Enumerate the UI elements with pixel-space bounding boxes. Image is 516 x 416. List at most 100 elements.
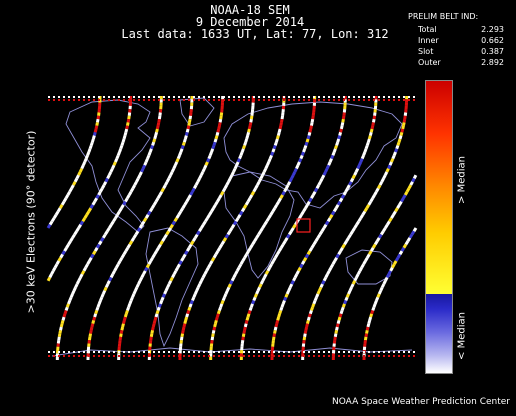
track-segment	[360, 263, 365, 269]
track-segment	[303, 144, 308, 150]
track-segment	[241, 256, 246, 262]
track-segment	[277, 313, 282, 318]
track-segment	[124, 247, 130, 252]
belt-value-slot: 0.387	[481, 47, 504, 56]
track-segment	[230, 223, 236, 229]
track-segment	[320, 227, 326, 233]
track-segment	[291, 171, 297, 176]
track-segment	[79, 220, 85, 226]
track-segment	[248, 306, 253, 312]
track-segment	[238, 154, 243, 160]
track-segment	[126, 194, 131, 200]
track-segment	[95, 306, 100, 312]
track-segment	[160, 187, 165, 193]
track-segment	[295, 270, 300, 275]
track-segment	[126, 118, 131, 123]
track-segment	[369, 197, 374, 203]
track-segment	[379, 286, 384, 292]
track-segment	[73, 230, 78, 236]
track-segment	[249, 303, 254, 308]
track-segment	[344, 296, 349, 302]
track-segment	[310, 243, 316, 249]
track-segment	[264, 164, 269, 170]
belt-value-outer: 2.892	[481, 58, 504, 67]
track-segment	[315, 184, 321, 190]
track-segment	[186, 310, 191, 315]
track-segment	[394, 256, 400, 262]
track-segment	[255, 290, 260, 295]
track-segment	[253, 293, 258, 298]
track-segment	[46, 276, 52, 282]
track-segment	[72, 181, 77, 186]
track-segment	[245, 135, 250, 140]
track-segment	[247, 128, 251, 133]
track-segment	[94, 310, 99, 315]
track-segment	[224, 233, 230, 239]
track-segment	[290, 280, 295, 285]
track-segment	[321, 280, 326, 285]
track-segment	[235, 266, 241, 272]
track-segment	[275, 320, 280, 325]
track-segment	[153, 135, 158, 140]
track-segment	[252, 296, 257, 302]
track-segment	[306, 200, 311, 206]
track-segment	[93, 197, 98, 203]
track-segment	[151, 253, 156, 259]
track-segment	[275, 250, 281, 256]
track-segment	[373, 240, 379, 246]
track-segment	[351, 280, 357, 285]
track-segment	[397, 138, 402, 143]
track-segment	[184, 131, 189, 136]
north-america-coast	[65, 99, 151, 233]
track-segment	[319, 283, 324, 289]
track-segment	[280, 115, 285, 120]
track-segment	[54, 210, 60, 216]
track-segment	[362, 151, 367, 156]
track-segment	[385, 273, 391, 279]
track-segment	[372, 115, 377, 120]
track-segment	[404, 240, 410, 246]
track-segment	[261, 276, 266, 282]
track-segment	[285, 290, 291, 295]
track-segment	[155, 128, 159, 133]
track-segment	[97, 190, 102, 196]
track-segment	[215, 131, 220, 136]
track-segment	[87, 336, 92, 341]
track-segment	[184, 316, 189, 321]
track-segment	[119, 333, 123, 338]
track-segment	[89, 141, 94, 146]
track-segment	[279, 306, 284, 312]
track-segment	[273, 204, 279, 209]
track-segment	[264, 270, 270, 275]
track-segment	[312, 300, 317, 305]
track-segment	[234, 270, 239, 275]
track-segment	[346, 184, 351, 190]
track-segment	[156, 306, 161, 312]
track-segment	[144, 214, 150, 219]
track-segment	[383, 171, 389, 176]
track-segment	[118, 336, 123, 341]
track-segment	[371, 194, 376, 200]
track-segment	[390, 158, 395, 163]
track-segment	[126, 243, 132, 249]
track-segment	[332, 148, 337, 153]
track-segment	[249, 115, 254, 120]
track-segment	[380, 177, 385, 183]
track-segment	[272, 144, 277, 150]
track-segment	[89, 326, 94, 331]
track-segment	[248, 122, 253, 126]
track-segment	[99, 187, 104, 193]
track-segment	[103, 230, 109, 236]
track-segment	[50, 270, 55, 275]
track-segment	[286, 181, 292, 186]
track-segment	[275, 135, 280, 140]
track-segment	[187, 243, 193, 249]
track-segment	[371, 306, 376, 312]
track-segment	[182, 253, 187, 259]
track-segment	[357, 217, 363, 223]
track-segment	[283, 187, 288, 193]
track-segment	[324, 220, 330, 226]
track-segment	[349, 230, 354, 236]
track-segment	[187, 306, 192, 312]
track-segment	[249, 243, 254, 249]
